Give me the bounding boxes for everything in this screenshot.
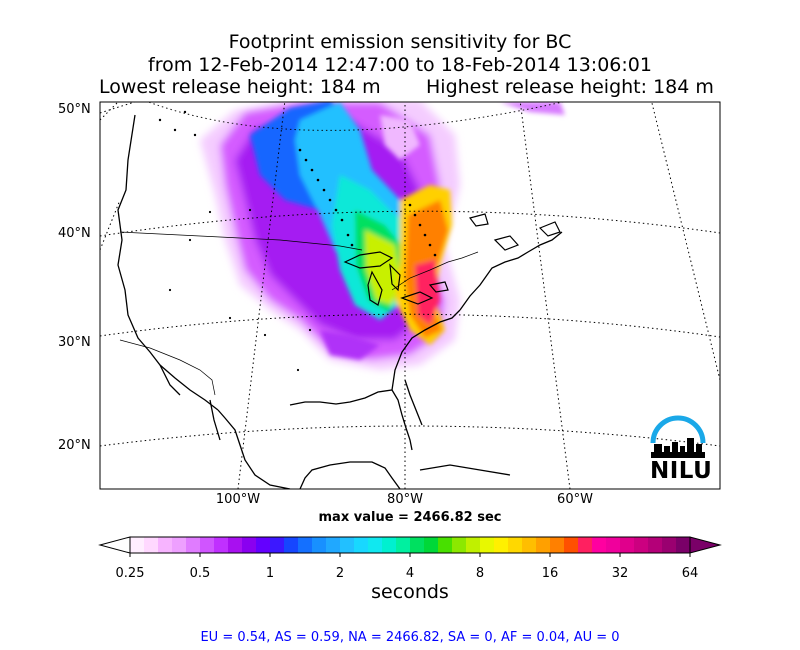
colorbar-cell [200,537,215,553]
lon-label-80w: 80°W [387,492,423,507]
colorbar-cell [662,537,677,553]
title-line-2: from 12-Feb-2014 12:47:00 to 18-Feb-2014… [148,54,652,76]
colorbar-tick-label: 4 [405,566,415,581]
colorbar-cell [340,537,355,553]
colorbar-cell [298,537,313,553]
colorbar-cell [466,537,481,553]
colorbar-cell [634,537,649,553]
graticule [100,102,720,489]
colorbar-cell [214,537,229,553]
colorbar-lower-extend [98,536,131,554]
lat-label-50n: 50°N [58,102,91,117]
colorbar-cell [270,537,285,553]
borders [119,231,479,396]
colorbar [98,536,722,557]
colorbar-cell [648,537,663,553]
title-lowest-release: Lowest release height: 184 m [99,76,381,98]
colorbar-cell [578,537,593,553]
colorbar-tick-label: 16 [541,566,559,581]
arctic-islands [158,110,437,372]
colorbar-tick-label: 1 [265,566,275,581]
colorbar-tick-label: 0.5 [189,566,211,581]
colorbar-tick-label: 8 [475,566,485,581]
nilu-logo [650,415,706,458]
colorbar-cell [452,537,467,553]
colorbar-cell [396,537,411,553]
colorbar-cell [522,537,537,553]
colorbar-tick-label: 0.25 [115,566,145,581]
footprint-field [200,102,565,370]
colorbar-cell [368,537,383,553]
coastlines [117,114,563,489]
colorbar-cell [494,537,509,553]
lakes-islands [343,213,561,306]
lat-label-30n: 30°N [58,335,91,350]
colorbar-unit-label: seconds [371,581,449,603]
colorbar-cell [606,537,621,553]
colorbar-cell [326,537,341,553]
colorbar-cell [550,537,565,553]
colorbar-cell [186,537,201,553]
colorbar-cell [382,537,397,553]
colorbar-cell [144,537,159,553]
colorbar-cell [480,537,495,553]
colorbar-cell [354,537,369,553]
colorbar-cell [410,537,425,553]
colorbar-cell [130,537,145,553]
colorbar-cell [592,537,607,553]
lat-label-20n: 20°N [58,438,91,453]
colorbar-cell [424,537,439,553]
lat-label-40n: 40°N [58,226,91,241]
colorbar-cell [508,537,523,553]
colorbar-tick-label: 64 [681,566,699,581]
lon-label-100w: 100°W [215,492,261,507]
colorbar-cell [158,537,173,553]
colorbar-cell [228,537,243,553]
colorbar-upper-extend [689,536,722,554]
colorbar-tick-label: 32 [611,566,629,581]
colorbar-cell [242,537,257,553]
nilu-logo-text: NILU [650,458,713,484]
colorbar-cell [256,537,271,553]
map-frame [99,101,721,490]
colorbar-cell [172,537,187,553]
colorbar-tick-label: 2 [335,566,345,581]
title-highest-release: Highest release height: 184 m [426,76,714,98]
colorbar-cell [676,537,691,553]
lon-label-60w: 60°W [557,492,593,507]
colorbar-cell [620,537,635,553]
title-line-1: Footprint emission sensitivity for BC [228,31,572,53]
regional-values: EU = 0.54, AS = 0.59, NA = 2466.82, SA =… [200,630,620,645]
max-value-label: max value = 2466.82 sec [318,510,502,525]
colorbar-cell [284,537,299,553]
colorbar-cell [536,537,551,553]
colorbar-cell [312,537,327,553]
colorbar-cell [564,537,579,553]
colorbar-cell [438,537,453,553]
